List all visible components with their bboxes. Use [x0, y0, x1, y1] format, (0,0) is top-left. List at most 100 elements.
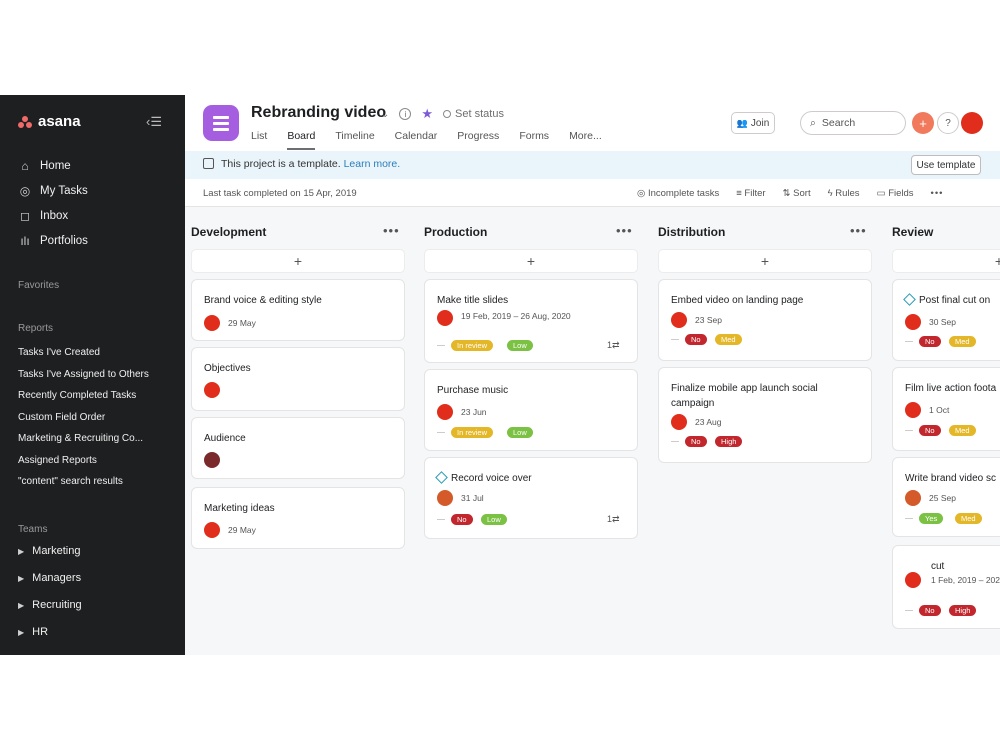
- filter-button[interactable]: ≡ Filter: [736, 188, 765, 199]
- assignee-avatar[interactable]: [437, 310, 453, 326]
- fields-button[interactable]: ▭ Fields: [877, 188, 914, 199]
- learn-more-link[interactable]: Learn more.: [343, 158, 401, 170]
- status-tag[interactable]: In review: [451, 427, 494, 438]
- chevron-down-icon[interactable]: ⌄: [381, 108, 390, 120]
- task-card[interactable]: Purchase music 23 Jun In review Low: [424, 369, 638, 451]
- assignee-avatar[interactable]: [204, 522, 220, 538]
- column-title[interactable]: Development: [191, 225, 267, 239]
- collapse-sidebar-icon[interactable]: ‹☰: [146, 114, 162, 129]
- assignee-avatar[interactable]: [204, 452, 220, 468]
- status-tag[interactable]: No: [685, 436, 707, 447]
- info-icon[interactable]: i: [399, 108, 412, 120]
- column-title[interactable]: Review: [892, 225, 934, 239]
- teams-heading[interactable]: Teams: [18, 524, 48, 535]
- sidebar-item-inbox[interactable]: ◻ Inbox: [18, 203, 88, 228]
- task-card[interactable]: Brand voice & editing style 29 May: [191, 279, 405, 341]
- column-more-icon[interactable]: •••: [383, 223, 400, 238]
- add-task-button[interactable]: +: [191, 249, 405, 273]
- priority-tag[interactable]: High: [949, 605, 977, 616]
- assignee-avatar[interactable]: [905, 490, 921, 506]
- column-more-icon[interactable]: •••: [850, 223, 867, 238]
- status-tag[interactable]: No: [919, 605, 941, 616]
- priority-tag[interactable]: Med: [955, 513, 982, 524]
- subtask-count[interactable]: 1⇄: [607, 340, 620, 351]
- tab-board[interactable]: Board: [287, 130, 316, 150]
- assignee-avatar[interactable]: [437, 404, 453, 420]
- assignee-avatar[interactable]: [905, 402, 921, 418]
- task-card[interactable]: Record voice over 31 Jul No Low 1⇄: [424, 457, 638, 539]
- team-item-hr[interactable]: ▶ HR: [18, 626, 82, 653]
- priority-tag[interactable]: Med: [949, 425, 976, 436]
- assignee-avatar[interactable]: [905, 314, 921, 330]
- status-tag[interactable]: In review: [451, 340, 494, 351]
- task-card[interactable]: cut 1 Feb, 2019 – 2020 No High: [892, 545, 1000, 629]
- task-card[interactable]: Objectives: [191, 347, 405, 411]
- assignee-avatar[interactable]: [204, 382, 220, 398]
- status-tag[interactable]: No: [451, 514, 473, 525]
- column-title[interactable]: Distribution: [658, 225, 726, 239]
- team-item-marketing[interactable]: ▶ Marketing: [18, 545, 82, 572]
- status-tag[interactable]: No: [919, 336, 941, 347]
- sidebar-item-home[interactable]: ⌂ Home: [18, 153, 88, 178]
- sort-button[interactable]: ⇅ Sort: [783, 188, 811, 199]
- priority-tag[interactable]: Low: [481, 514, 507, 525]
- status-tag[interactable]: No: [919, 425, 941, 436]
- help-button[interactable]: ?: [937, 112, 959, 134]
- tab-more[interactable]: More...: [569, 130, 602, 142]
- quick-add-button[interactable]: +: [912, 112, 934, 134]
- report-item[interactable]: Recently Completed Tasks: [18, 390, 137, 401]
- tab-list[interactable]: List: [251, 130, 268, 142]
- assignee-avatar[interactable]: [671, 414, 687, 430]
- more-options-icon[interactable]: •••: [930, 188, 944, 199]
- star-icon[interactable]: ★: [421, 106, 434, 121]
- join-button[interactable]: 👥 Join: [731, 112, 775, 134]
- task-card[interactable]: Make title slides 19 Feb, 2019 – 26 Aug,…: [424, 279, 638, 363]
- tab-timeline[interactable]: Timeline: [335, 130, 375, 142]
- report-item[interactable]: Custom Field Order: [18, 411, 106, 423]
- report-item[interactable]: Tasks I've Assigned to Others: [18, 368, 149, 380]
- report-item[interactable]: Assigned Reports: [18, 454, 97, 466]
- sidebar-item-my-tasks[interactable]: ◎ My Tasks: [18, 178, 88, 203]
- favorites-heading[interactable]: Favorites: [18, 280, 60, 291]
- task-card[interactable]: Marketing ideas 29 May: [191, 487, 405, 549]
- tab-forms[interactable]: Forms: [519, 130, 550, 142]
- set-status-button[interactable]: Set status: [443, 108, 504, 120]
- asana-logo[interactable]: asana: [18, 113, 81, 130]
- task-card[interactable]: Finalize mobile app launch social campai…: [658, 367, 872, 463]
- report-item[interactable]: Tasks I've Created: [18, 347, 100, 358]
- task-card[interactable]: Film live action foota 1 Oct No Med: [892, 367, 1000, 451]
- priority-tag[interactable]: Med: [949, 336, 976, 347]
- add-task-button[interactable]: +: [424, 249, 638, 273]
- report-item[interactable]: Marketing & Recruiting Co...: [18, 433, 144, 444]
- assignee-avatar[interactable]: [204, 315, 220, 331]
- tab-progress[interactable]: Progress: [457, 130, 500, 142]
- task-card[interactable]: Post final cut on 30 Sep No Med: [892, 279, 1000, 361]
- column-title[interactable]: Production: [424, 225, 488, 239]
- priority-tag[interactable]: High: [715, 436, 743, 447]
- task-card[interactable]: Write brand video sc 25 Sep Yes Med: [892, 457, 1000, 537]
- column-more-icon[interactable]: •••: [616, 223, 633, 238]
- priority-tag[interactable]: Low: [507, 340, 533, 351]
- status-tag[interactable]: Yes: [919, 513, 944, 524]
- add-task-button[interactable]: +: [658, 249, 872, 273]
- task-card[interactable]: Embed video on landing page 23 Sep No Me…: [658, 279, 872, 361]
- sidebar-item-portfolios[interactable]: ılı Portfolios: [18, 228, 88, 253]
- user-avatar[interactable]: [961, 112, 983, 134]
- rules-button[interactable]: ϟ Rules: [828, 188, 860, 199]
- incomplete-tasks-button[interactable]: ◎ Incomplete tasks: [637, 188, 719, 199]
- project-title[interactable]: Rebranding video: [251, 104, 387, 121]
- priority-tag[interactable]: Low: [507, 427, 533, 438]
- priority-tag[interactable]: Med: [715, 334, 742, 345]
- report-item[interactable]: "content" search results: [18, 476, 123, 487]
- search-input[interactable]: ⌕ Search: [800, 111, 906, 135]
- tab-calendar[interactable]: Calendar: [394, 130, 438, 142]
- team-item-managers[interactable]: ▶ Managers: [18, 572, 82, 599]
- use-template-button[interactable]: Use template: [911, 155, 981, 175]
- assignee-avatar[interactable]: [437, 490, 453, 506]
- team-item-recruiting[interactable]: ▶ Recruiting: [18, 599, 82, 626]
- assignee-avatar[interactable]: [671, 312, 687, 328]
- status-tag[interactable]: No: [685, 334, 707, 345]
- assignee-avatar[interactable]: [905, 572, 921, 588]
- task-card[interactable]: Audience: [191, 417, 405, 479]
- subtask-count[interactable]: 1⇄: [607, 514, 620, 525]
